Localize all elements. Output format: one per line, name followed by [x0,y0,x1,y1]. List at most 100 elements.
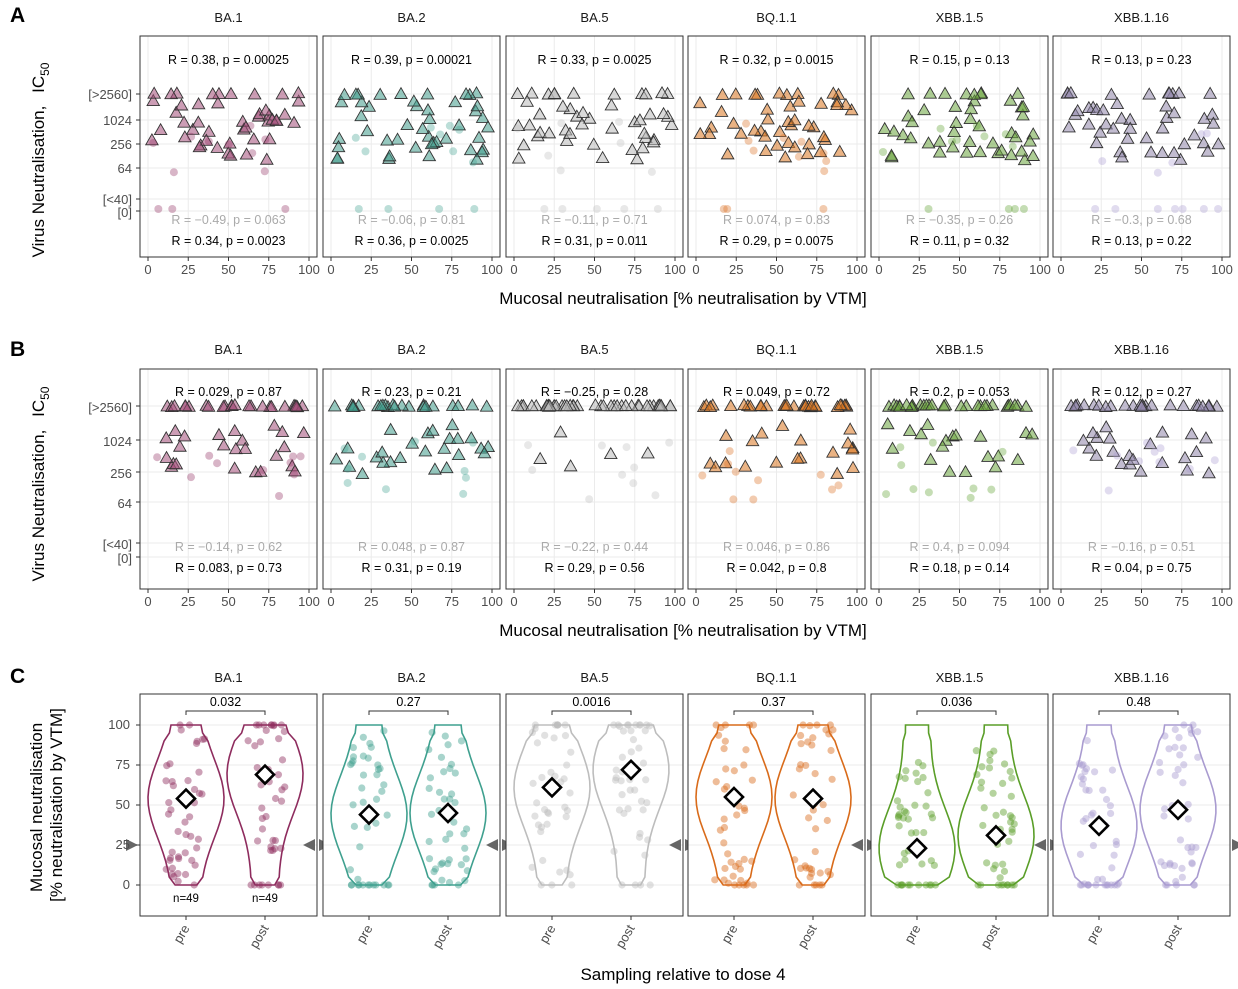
panel-a-circle-point [1019,205,1028,213]
panel-b-triangle-point [563,459,578,472]
panel-c-facet-5: XBB.1.16 pre post 0.48 [1052,670,1238,951]
panel-b-stat-bottom-0: R = 0.083, p = 0.73 [175,561,282,575]
panel-a-triangle-point [566,86,581,99]
panel-c-jitter-point [918,860,926,868]
panel-c-jitter-point [802,761,810,770]
panel-c-jitter-point [822,726,830,734]
panel-a-circle-point [469,158,478,167]
panel-a-triangle-point [422,111,437,124]
panel-a-triangle-point [921,136,936,149]
panel-a-stat-faded-4: R = −0.35, p = 0.26 [906,213,1013,227]
panel-b-x-tick-label: 75 [1175,594,1189,609]
panel-c-threshold-arrow [669,839,681,851]
panel-c-jitter-point [250,881,259,889]
panel-a-strip-label-4: XBB.1.5 [936,10,984,25]
panel-b-x-tick-label: 0 [1057,594,1064,609]
panel-c-panel-border-2 [505,693,684,917]
panel-c-jitter-point [174,853,183,861]
panel-a-x-tick-label: 75 [628,262,642,277]
panel-b-x-tick-label: 75 [262,594,276,609]
panel-a-circle-point [592,205,601,213]
panel-a-triangle-point [382,149,397,162]
panel-c-jitter-point [731,862,740,871]
panel-b-strip-label-3: BQ.1.1 [756,342,796,357]
panel-c-threshold-arrow [1232,839,1238,851]
panel-c-jitter-point [1162,881,1170,889]
panel-c-facet-2: BA.5 pre post 0.0016 [505,670,697,951]
panel-b-triangle-point [253,464,268,477]
panel-a-triangle-point [959,145,974,158]
panel-c-jitter-point [195,789,204,797]
panel-b-circle-point [729,495,738,504]
panel-b-ylabel: Virus Neutralisation, [29,430,48,582]
panel-c-jitter-point [271,836,279,845]
panel-b-y-tick-label: 1024 [103,434,132,449]
panel-a-triangle-point [287,115,302,128]
panel-b-triangle-point [948,428,963,441]
panel-c-jitter-point [425,855,434,863]
panel-a-facet-3: BQ.1.1 R = 0.32, p = 0.0015 R = 0.074, p =… [687,10,868,277]
panel-c-jitter-point [1113,881,1121,889]
panel-b-triangle-point [427,462,442,475]
panel-c-jitter-point [1110,851,1118,859]
panel-c-jitter-point [372,881,380,889]
panel-a-triangle-point [192,139,207,153]
panel-c-jitter-point [1089,809,1097,817]
panel-c-jitter-point [813,721,821,729]
panel-a-circle-point [719,205,728,213]
panel-c-y-tick-label: 0 [123,877,130,892]
panel-c-jitter-point [168,777,176,786]
panel-a-triangle-point [923,86,938,99]
panel-a-triangle-point [945,140,960,153]
panel-a-circle-point [426,123,435,132]
panel-c-jitter-point [174,870,182,878]
panel-a-circle-point [204,137,213,146]
panel-c-jitter-point [269,846,277,855]
panel-c-jitter-point [1190,881,1198,889]
panel-a-triangle-point [813,144,828,158]
panel-c-mean-diamond [541,776,563,799]
panel-c-jitter-point [1090,768,1099,776]
panel-c-jitter-point [740,761,748,769]
panel-b-triangle-point [477,446,492,459]
panel-c-jitter-point [384,881,392,889]
panel-c-jitter-point [997,881,1006,889]
panel-b-triangle-point [479,399,494,412]
panel-c-jitter-point [446,795,454,803]
panel-a-triangle-point [948,99,963,112]
panel-b-triangle-point [1025,427,1040,440]
panel-a-stat-bottom-4: R = 0.11, p = 0.32 [910,234,1009,248]
panel-b-circle-point [187,473,196,482]
panel-b-facet-5: XBB.1.16 R = 0.12, p = 0.27 R = −0.16, p =… [1052,342,1233,609]
panel-c-jitter-point [1010,881,1018,889]
panel-a-triangle-point [533,125,548,138]
panel-a-x-tick-label: 100 [664,262,686,277]
panel-b-ylabel-50: 50 [38,386,52,400]
panel-a-strip-label-5: XBB.1.16 [1114,10,1169,25]
panel-a-triangle-point [747,123,762,136]
panel-c-jitter-point [1175,733,1183,742]
panel-a-x-tick-label: 25 [181,262,195,277]
panel-c-mean-diamond [620,758,642,781]
panel-a-triangle-point [174,98,189,111]
panel-a-triangle-point [938,86,952,99]
panel-b-triangle-point [981,449,995,462]
panel-c-jitter-point [801,862,809,870]
panel-b-y-tick-label: [<40] [103,537,132,552]
panel-c-jitter-point [1163,881,1171,889]
panel-b-triangle-point [227,423,242,437]
panel-b-triangle-point [510,398,525,412]
panel-b-triangle-point [640,398,655,412]
panel-c-jitter-point [749,721,758,729]
panel-b-x-tick-label: 0 [144,594,151,609]
panel-a-circle-point [1202,129,1211,138]
panel-c-jitter-point [627,748,635,756]
panel-c-jitter-point [986,750,994,758]
panel-b-circle-point [622,443,631,452]
panel-b-triangle-point [227,461,242,474]
panel-c-jitter-point [553,721,562,729]
panel-c-jitter-point [262,726,270,735]
panel-b-triangle-point [1089,448,1104,461]
panel-b-facet-0: BA.1 R = 0.029, p = 0.87 R = −0.14, p = 0.… [139,342,320,609]
panel-a-x-tick-label: 75 [810,262,824,277]
